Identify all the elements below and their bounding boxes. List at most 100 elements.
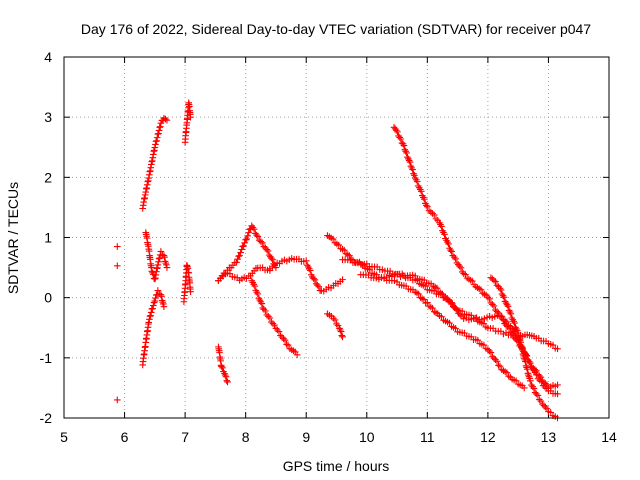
- data-point: [346, 252, 353, 259]
- data-point: [146, 312, 154, 320]
- data-point: [446, 319, 453, 327]
- x-tick-label: 12: [480, 429, 496, 445]
- data-point: [520, 384, 528, 392]
- data-point: [439, 290, 446, 298]
- y-axis-label: SDTVAR / TECUs: [5, 182, 21, 294]
- data-point: [157, 248, 165, 255]
- data-point: [392, 127, 400, 134]
- data-point: [234, 255, 241, 263]
- data-point: [469, 277, 476, 285]
- x-tick-label: 9: [302, 429, 310, 445]
- data-point: [533, 390, 540, 398]
- data-point: [330, 315, 337, 322]
- data-point: [162, 115, 169, 123]
- data-point: [503, 318, 511, 326]
- chart-title: Day 176 of 2022, Sidereal Day-to-day VTE…: [81, 21, 591, 37]
- data-point: [433, 284, 441, 292]
- data-point: [542, 403, 549, 411]
- data-point: [163, 261, 170, 269]
- x-tick-label: 5: [60, 429, 68, 445]
- data-point: [243, 235, 250, 243]
- data-point: [413, 178, 421, 185]
- data-point: [499, 292, 507, 299]
- data-point: [147, 309, 155, 316]
- data-point: [487, 299, 495, 307]
- x-tick-label: 10: [359, 429, 375, 445]
- data-point: [495, 362, 502, 369]
- data-point: [530, 385, 538, 392]
- data-point: [438, 313, 445, 320]
- data-point: [408, 164, 416, 172]
- data-point: [161, 258, 169, 265]
- data-point: [241, 239, 248, 247]
- data-point: [496, 284, 504, 292]
- data-point: [407, 162, 415, 170]
- data-point: [269, 320, 277, 327]
- data-point: [251, 282, 259, 290]
- data-point: [496, 362, 504, 370]
- data-point: [187, 288, 194, 295]
- data-point: [462, 271, 469, 278]
- data-point: [507, 310, 515, 318]
- data-point: [151, 144, 159, 151]
- data-point: [511, 319, 518, 327]
- data-point: [503, 301, 511, 308]
- data-point: [155, 258, 162, 266]
- data-point: [151, 297, 159, 305]
- data-points: [113, 99, 561, 422]
- data-point: [162, 259, 170, 267]
- data-point: [543, 405, 551, 412]
- data-point: [152, 138, 160, 145]
- data-point: [150, 302, 157, 309]
- data-point: [155, 130, 162, 137]
- data-point: [281, 336, 289, 344]
- data-point: [448, 248, 455, 255]
- data-point: [271, 321, 278, 329]
- data-point: [146, 316, 153, 323]
- data-point: [547, 409, 555, 416]
- data-point: [480, 341, 488, 349]
- data-point: [306, 267, 314, 274]
- data-point: [522, 358, 529, 365]
- data-point: [236, 252, 243, 259]
- data-point: [399, 140, 407, 148]
- data-point: [221, 371, 229, 379]
- data-point: [457, 264, 465, 272]
- data-point: [257, 238, 265, 245]
- data-point: [269, 256, 276, 264]
- data-point: [275, 328, 283, 335]
- data-point: [237, 249, 244, 256]
- data-point: [543, 381, 551, 389]
- data-point: [492, 356, 499, 364]
- data-point: [272, 325, 280, 332]
- data-point: [263, 246, 271, 253]
- data-point: [274, 326, 281, 334]
- data-point: [500, 293, 508, 301]
- data-point: [224, 378, 231, 386]
- data-point: [539, 400, 546, 408]
- data-point: [113, 243, 121, 250]
- data-point: [268, 318, 275, 326]
- data-point: [489, 301, 496, 308]
- data-point: [421, 195, 428, 203]
- data-point: [448, 299, 455, 306]
- y-tick-label: 2: [44, 169, 52, 185]
- data-point: [489, 353, 496, 360]
- data-point: [161, 253, 168, 261]
- data-point: [155, 255, 163, 262]
- data-point: [452, 255, 459, 263]
- data-point: [453, 306, 461, 313]
- data-point: [497, 286, 505, 294]
- x-tick-label: 8: [242, 429, 250, 445]
- data-point: [486, 295, 493, 303]
- data-point: [263, 311, 271, 319]
- data-point: [517, 339, 524, 346]
- data-point: [160, 303, 168, 310]
- data-point: [432, 215, 440, 223]
- data-point: [264, 247, 272, 255]
- data-point: [525, 373, 533, 381]
- data-point: [445, 240, 452, 248]
- data-point: [427, 303, 435, 311]
- y-tick-label: 3: [44, 109, 52, 125]
